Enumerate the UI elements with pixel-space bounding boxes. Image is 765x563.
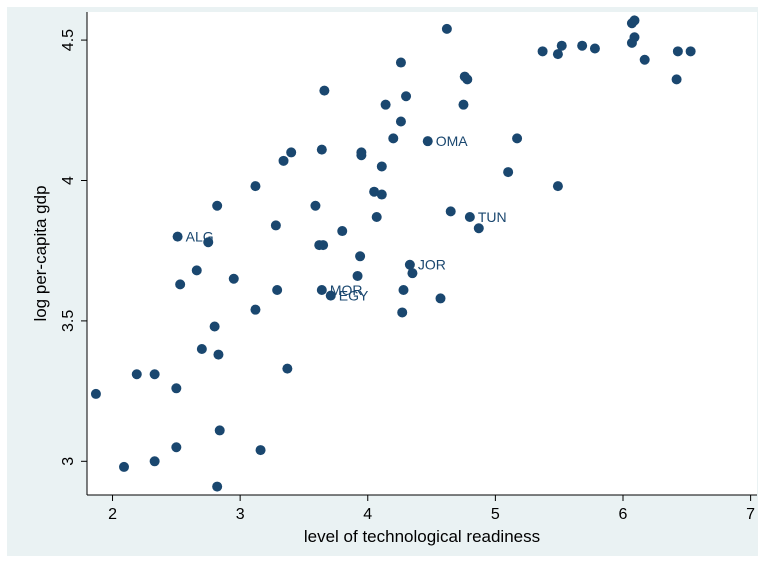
data-point — [212, 481, 223, 492]
data-point — [629, 15, 640, 26]
y-axis-ticks: 3 3.5 4 4.5 — [60, 29, 87, 466]
data-point — [310, 200, 321, 211]
data-point — [149, 456, 160, 467]
data-point — [639, 54, 650, 65]
data-point — [371, 211, 382, 222]
data-point — [171, 383, 182, 394]
data-point — [250, 304, 261, 315]
data-point — [337, 226, 348, 237]
data-point — [355, 251, 366, 262]
plot-region — [87, 12, 757, 495]
data-point — [671, 74, 682, 85]
data-point — [149, 369, 160, 380]
data-point — [90, 388, 101, 399]
data-point — [537, 46, 548, 57]
y-tick-label: 3 — [60, 457, 77, 466]
x-tick-label: 4 — [363, 506, 372, 523]
data-point — [171, 442, 182, 453]
data-point — [685, 46, 696, 57]
point-label-mor: MOR — [330, 282, 363, 298]
data-point — [316, 285, 327, 296]
data-point — [282, 363, 293, 374]
point-label-alg: ALG — [186, 229, 214, 245]
data-point — [556, 40, 567, 51]
data-point — [512, 133, 523, 144]
data-point — [369, 186, 380, 197]
data-point — [401, 91, 412, 102]
point-label-tun: TUN — [478, 209, 507, 225]
data-point — [376, 189, 387, 200]
data-point — [395, 57, 406, 68]
data-point — [398, 285, 409, 296]
data-point — [172, 231, 183, 242]
data-point — [629, 32, 640, 43]
data-point — [119, 461, 130, 472]
data-point — [441, 23, 452, 34]
data-point — [319, 85, 330, 96]
data-point — [404, 259, 415, 270]
data-point — [272, 285, 283, 296]
data-point — [318, 240, 329, 251]
data-point — [228, 273, 239, 284]
data-point — [458, 99, 469, 110]
data-point — [552, 49, 563, 60]
data-point — [203, 237, 214, 248]
y-tick-label: 4 — [60, 176, 77, 185]
y-tick-label: 4.5 — [60, 29, 77, 51]
data-point — [131, 369, 142, 380]
data-point — [380, 99, 391, 110]
x-axis-title: level of technological readiness — [304, 527, 540, 546]
data-point — [473, 223, 484, 234]
y-axis-title: log per-capita gdp — [31, 185, 50, 321]
point-label-oma: OMA — [436, 133, 469, 149]
x-tick-label: 2 — [108, 506, 117, 523]
data-point — [577, 40, 588, 51]
data-point — [325, 290, 336, 301]
data-point — [278, 155, 289, 166]
data-point — [255, 445, 266, 456]
data-point — [250, 181, 261, 192]
data-point — [503, 167, 514, 178]
data-point — [464, 211, 475, 222]
data-point — [270, 220, 281, 231]
data-point — [214, 425, 225, 436]
data-point — [352, 270, 363, 281]
data-point — [316, 144, 327, 155]
data-point — [445, 206, 456, 217]
data-point — [196, 343, 207, 354]
data-point — [589, 43, 600, 54]
data-point — [407, 268, 418, 279]
x-tick-label: 5 — [491, 506, 500, 523]
data-point — [422, 136, 433, 147]
x-axis-ticks: 2 3 4 5 6 7 — [108, 495, 755, 523]
data-point — [212, 200, 223, 211]
data-point — [191, 265, 202, 276]
data-point — [462, 74, 473, 85]
y-tick-label: 3.5 — [60, 310, 77, 332]
x-tick-label: 6 — [619, 506, 628, 523]
point-label-egy: EGY — [339, 288, 369, 304]
data-point — [213, 349, 224, 360]
data-point — [175, 279, 186, 290]
data-point — [388, 133, 399, 144]
data-point — [672, 46, 683, 57]
x-tick-label: 3 — [236, 506, 245, 523]
data-point — [397, 307, 408, 318]
data-point — [356, 150, 367, 161]
data-points — [90, 15, 696, 492]
data-point — [286, 147, 297, 158]
data-point — [395, 116, 406, 127]
x-tick-label: 7 — [746, 506, 755, 523]
data-point — [435, 293, 446, 304]
data-point — [209, 321, 220, 332]
data-point — [376, 161, 387, 172]
point-label-jor: JOR — [418, 257, 446, 273]
data-point — [552, 181, 563, 192]
